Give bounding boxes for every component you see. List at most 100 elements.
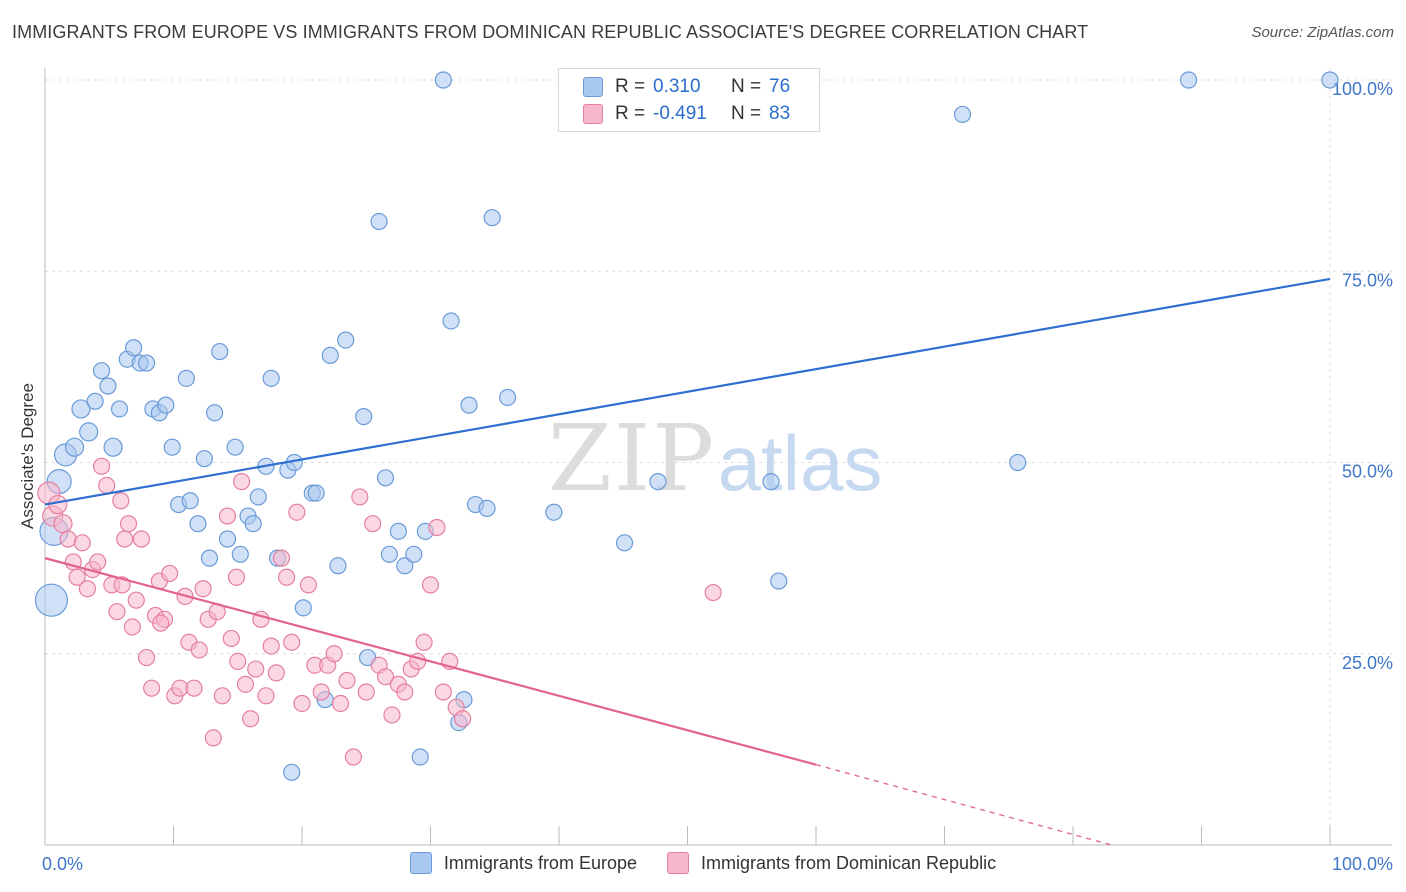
point-dominican: [116, 530, 134, 548]
point-europe: [329, 557, 347, 575]
point-europe: [499, 388, 517, 407]
point-europe: [1321, 71, 1339, 89]
point-dominican: [108, 603, 126, 621]
legend-swatch-dominican: [583, 104, 603, 124]
legend-label-dominican: Immigrants from Dominican Republic: [700, 852, 997, 873]
point-europe: [163, 438, 181, 456]
point-dominican: [293, 694, 311, 713]
point-europe: [953, 105, 972, 124]
point-dominican: [73, 534, 91, 552]
point-dominican: [119, 515, 138, 533]
point-dominican: [299, 576, 318, 594]
point-dominican: [123, 618, 141, 636]
point-dominican: [78, 580, 97, 598]
point-dominican: [272, 549, 291, 567]
point-europe: [545, 503, 563, 521]
point-dominican: [222, 629, 240, 648]
point-dominican: [59, 530, 77, 548]
point-dominican: [53, 514, 73, 534]
tick-labels: 25.0% 50.0% 75.0% 100.0% 0.0% 100.0%: [42, 79, 1393, 874]
point-dominican: [257, 687, 275, 705]
point-europe: [244, 515, 262, 533]
point-dominican: [351, 488, 369, 506]
point-dominican: [312, 683, 330, 701]
point-europe: [110, 400, 129, 418]
point-dominican: [218, 507, 237, 525]
point-europe: [337, 331, 355, 349]
watermark-atlas: atlas: [718, 419, 883, 507]
point-europe: [376, 469, 395, 487]
axes: [44, 68, 1392, 846]
point-europe: [249, 488, 267, 506]
point-europe: [218, 530, 237, 548]
stats-legend: R = 0.310 N = 76 R = -0.491 N = 83: [558, 68, 820, 132]
point-europe: [92, 362, 111, 380]
legend-item-europe: Immigrants from Europe: [409, 852, 637, 874]
point-europe: [262, 369, 280, 387]
point-europe: [380, 545, 398, 563]
point-europe: [615, 534, 634, 552]
point-europe: [396, 557, 414, 575]
legend-swatch-dominican: [666, 852, 689, 874]
trend-line-dominican: [44, 557, 817, 766]
point-dominican: [434, 683, 452, 701]
point-europe: [34, 583, 69, 617]
point-europe: [177, 369, 195, 387]
point-dominican: [704, 583, 722, 602]
y-tick-label: 25.0%: [1342, 653, 1393, 673]
point-dominican: [89, 553, 107, 571]
point-dominican: [247, 660, 265, 678]
n-value: 83: [769, 103, 791, 124]
point-europe: [86, 392, 104, 410]
r-label: R =: [615, 76, 646, 97]
x-tick-label: 0.0%: [42, 854, 83, 874]
point-dominican: [143, 679, 161, 697]
series-legend: Immigrants from Europe Immigrants from D…: [0, 852, 1406, 874]
point-europe: [231, 545, 249, 563]
point-europe: [283, 763, 301, 781]
legend-item-dominican: Immigrants from Dominican Republic: [666, 852, 997, 874]
point-dominican: [325, 645, 343, 663]
r-value: 0.310: [653, 76, 701, 97]
trend-line-dominican-extension: [815, 764, 1112, 846]
point-dominican: [227, 568, 246, 586]
point-dominican: [112, 492, 130, 510]
point-dominican: [48, 494, 68, 515]
point-europe: [206, 404, 224, 422]
legend-row-dominican: R = -0.491 N = 83: [583, 101, 790, 127]
point-dominican: [161, 564, 179, 583]
point-europe: [405, 545, 423, 563]
point-europe: [211, 342, 229, 361]
point-dominican: [267, 664, 285, 682]
point-europe: [157, 396, 175, 414]
point-dominican: [376, 668, 395, 686]
point-dominican: [98, 476, 116, 495]
point-dominican: [137, 648, 156, 667]
point-europe: [411, 748, 429, 766]
point-dominican: [421, 576, 440, 594]
point-europe: [478, 499, 496, 517]
n-value: 76: [769, 76, 791, 97]
point-dominican: [185, 679, 203, 697]
chart-title: IMMIGRANTS FROM EUROPE VS IMMIGRANTS FRO…: [12, 22, 1089, 42]
legend-swatch-europe: [583, 77, 603, 97]
point-dominican: [229, 652, 247, 671]
point-dominican: [364, 515, 382, 533]
point-europe: [181, 492, 199, 510]
point-europe: [762, 473, 780, 491]
point-dominican: [283, 633, 301, 651]
point-europe: [460, 396, 478, 414]
source-attribution: Source: ZipAtlas.com: [1251, 24, 1394, 41]
point-dominican: [454, 710, 472, 728]
point-dominican: [194, 580, 212, 598]
point-dominican: [428, 518, 446, 537]
point-dominican: [92, 457, 111, 475]
x-tick-label: 100.0%: [1332, 854, 1393, 874]
point-dominican: [262, 637, 280, 655]
series-dominican-points: [37, 457, 722, 766]
point-dominican: [277, 568, 296, 586]
point-europe: [195, 450, 213, 468]
point-dominican: [233, 473, 251, 491]
y-tick-label: 75.0%: [1342, 270, 1393, 290]
